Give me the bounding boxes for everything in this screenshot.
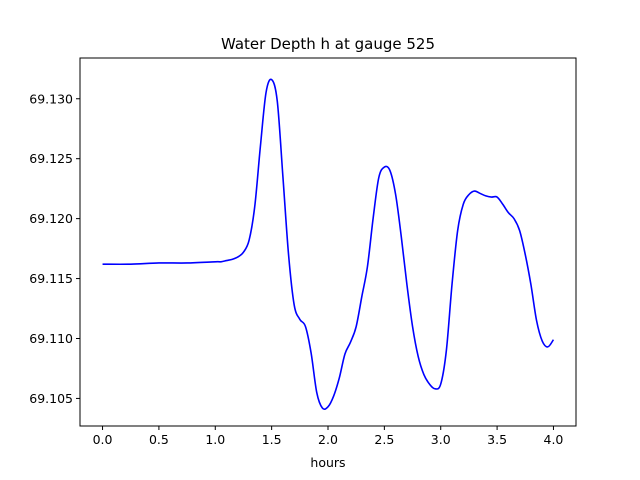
chart-title: Water Depth h at gauge 525 <box>221 35 435 53</box>
axes-frame <box>79 57 577 427</box>
x-axis: 0.0 0.5 1.0 1.5 2.0 2.5 3.0 3.5 4.0 <box>93 426 564 447</box>
y-tick-label: 69.110 <box>29 331 73 346</box>
x-tick-label: 2.5 <box>374 432 394 447</box>
x-tick-label: 3.5 <box>487 432 507 447</box>
x-tick-label: 4.0 <box>544 432 564 447</box>
x-tick-label: 0.5 <box>149 432 169 447</box>
y-axis: 69.105 69.110 69.115 69.120 69.125 69.130 <box>29 91 80 406</box>
x-tick-label: 1.5 <box>262 432 282 447</box>
x-tick-label: 3.0 <box>431 432 451 447</box>
series-line <box>102 78 555 411</box>
x-tick-label: 0.0 <box>93 432 113 447</box>
x-tick-label: 1.0 <box>205 432 225 447</box>
x-tick-label: 2.0 <box>318 432 338 447</box>
y-tick-label: 69.130 <box>29 91 73 106</box>
y-tick-label: 69.125 <box>29 151 73 166</box>
y-tick-label: 69.120 <box>29 211 73 226</box>
y-tick-label: 69.105 <box>29 391 73 406</box>
y-tick-label: 69.115 <box>29 271 73 286</box>
x-axis-label: hours <box>310 455 345 470</box>
plot-area <box>102 78 555 411</box>
